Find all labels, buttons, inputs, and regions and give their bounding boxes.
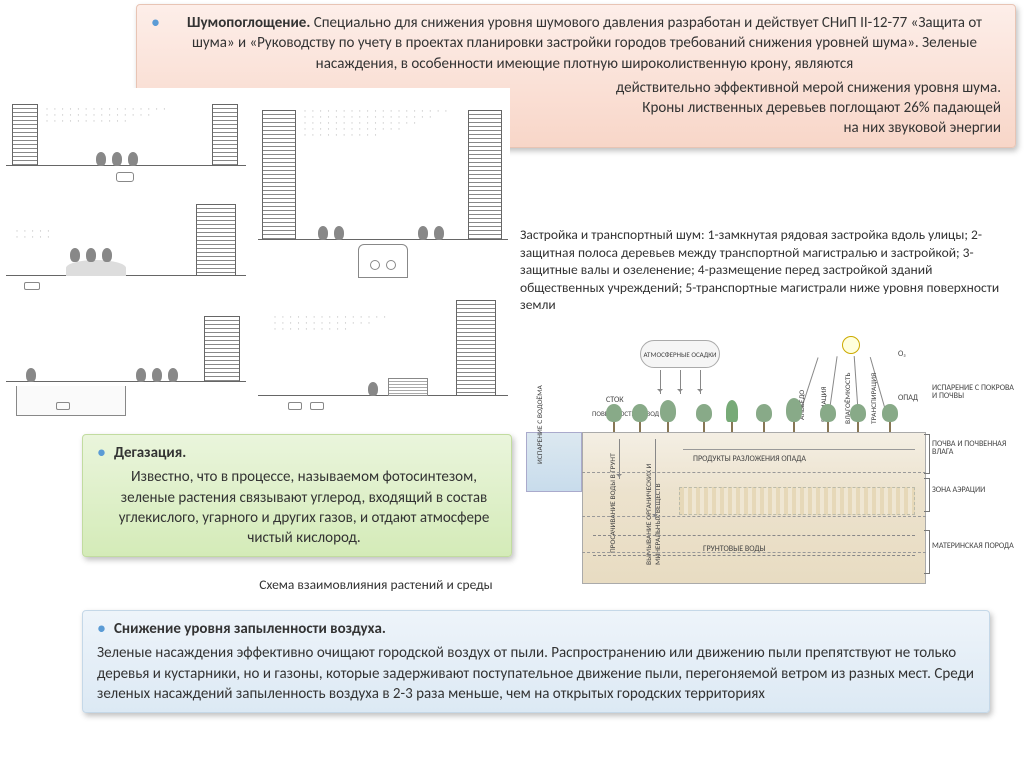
green-title: Дегазация. — [114, 443, 186, 463]
r1: ПОЧВА И ПОЧВЕННАЯ ВЛАГА — [932, 440, 1016, 457]
evap-label: ИСПАРЕНИЕ С ВОДОЁМА — [536, 374, 545, 464]
pink-title: Шумопоглощение. — [187, 14, 310, 32]
building-noise-diagram: · · · · · · · · · · · · · · · ·· · · · ·… — [6, 88, 510, 428]
green-body: Известно, что в процессе, называемом фот… — [97, 467, 497, 548]
soil-block: ПРОСАЧИВАНИЕ ВОДЫ В ГРУНТ ВЫМЫВАНИЕ ОРГА… — [582, 432, 926, 584]
r2: ЗОНА АЭРАЦИИ — [932, 486, 1016, 494]
soil-v2: ВЫМЫВАНИЕ ОРГАНИЧЕСКИХ И МИНЕРАЛЬНЫХ ВЕЩ… — [645, 445, 663, 565]
blue-body: Зеленые насаждения эффективно очищают го… — [97, 643, 975, 704]
bullet-icon: • — [151, 13, 160, 74]
soil-v1: ПРОСАЧИВАНИЕ ВОДЫ В ГРУНТ — [609, 443, 618, 553]
ecology-diagram: АТМОСФЕРНЫЕ ОСАДКИ АЛЬБЕДО РАДИАЦИЯ ВЛАГ… — [520, 334, 1016, 590]
scheme-caption: Схема взаимовлияния растений и среды — [236, 576, 516, 594]
bullet-icon: • — [97, 443, 106, 463]
o2-label: O₂ — [898, 350, 906, 358]
pink-line1: Шумопоглощение. Специально для снижения … — [168, 13, 1001, 74]
dust-box: • Снижение уровня запыленности воздуха. … — [82, 610, 990, 713]
r3: МАТЕРИНСКАЯ ПОРОДА — [932, 542, 1016, 550]
prod-label: ПРОДУКТЫ РАЗЛОЖЕНИЯ ОПАДА — [693, 455, 806, 463]
blue-title: Снижение уровня запыленности воздуха. — [114, 619, 386, 639]
noise-caption: Застройка и транспортный шум: 1-замкнута… — [520, 226, 1014, 314]
pink-body1: Специально для снижения уровня шумового … — [192, 14, 982, 73]
degassing-box: • Дегазация. Известно, что в процессе, н… — [82, 434, 512, 557]
sun-icon — [842, 336, 860, 354]
bullet-icon: • — [97, 619, 106, 639]
cloud-label: АТМОСФЕРНЫЕ ОСАДКИ — [640, 340, 720, 368]
r0: ИСПАРЕНИЕ С ПОКРОВА И ПОЧВЫ — [932, 384, 1016, 401]
